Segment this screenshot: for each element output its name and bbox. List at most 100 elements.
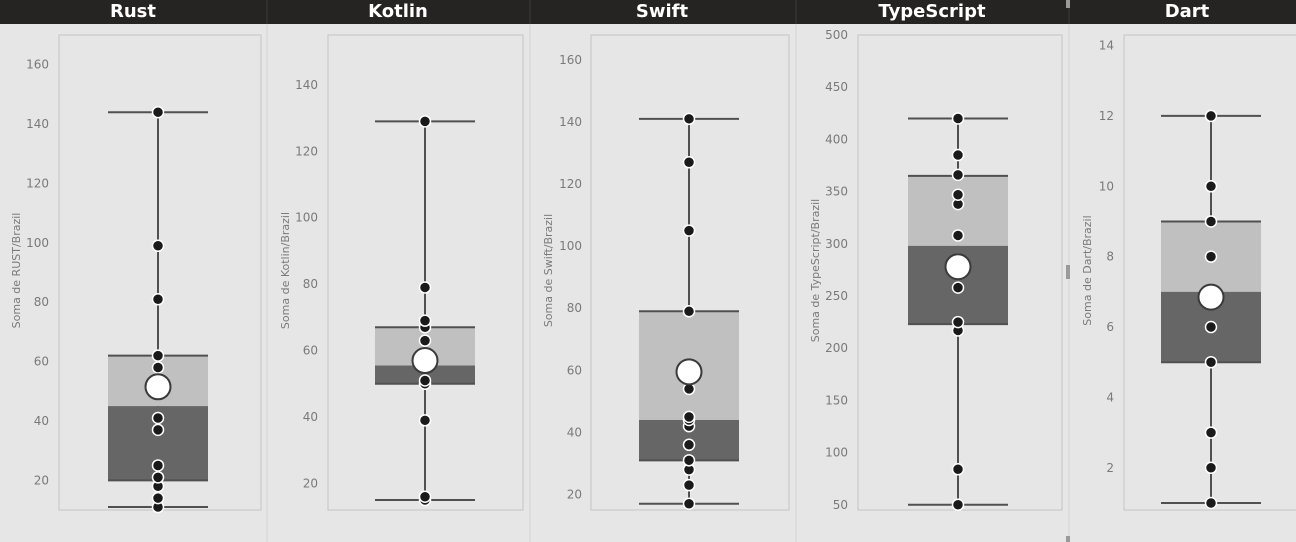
y-tick-label: 40 bbox=[303, 410, 318, 424]
panel-title: Rust bbox=[110, 1, 156, 22]
y-tick-label: 14 bbox=[1099, 39, 1114, 53]
header-bar bbox=[0, 0, 1296, 24]
data-point bbox=[682, 224, 696, 237]
y-tick-label: 60 bbox=[34, 355, 49, 369]
data-point bbox=[1204, 426, 1218, 439]
y-axis-title: Soma de Kotlin/Brazil bbox=[279, 212, 292, 329]
y-tick-label: 120 bbox=[26, 176, 49, 190]
y-tick-label: 12 bbox=[1099, 109, 1114, 123]
data-point bbox=[151, 423, 165, 437]
data-point bbox=[151, 105, 165, 119]
data-point bbox=[151, 349, 165, 362]
data-point bbox=[951, 315, 965, 329]
data-point bbox=[1204, 109, 1218, 123]
y-tick-label: 50 bbox=[833, 498, 848, 512]
y-tick-label: 100 bbox=[559, 239, 582, 253]
data-point bbox=[951, 229, 965, 242]
data-point bbox=[1204, 461, 1218, 475]
y-tick-label: 80 bbox=[303, 277, 318, 291]
y-tick-label: 100 bbox=[26, 236, 49, 250]
y-axis-title: Soma de RUST/Brazil bbox=[10, 213, 23, 329]
data-point bbox=[1204, 496, 1218, 510]
plot-area-border bbox=[1123, 34, 1296, 511]
y-tick-label: 40 bbox=[567, 425, 582, 439]
data-point bbox=[951, 168, 965, 182]
y-tick-label: 300 bbox=[825, 237, 848, 251]
y-tick-label: 10 bbox=[1099, 179, 1114, 193]
y-tick-label: 200 bbox=[825, 341, 848, 355]
data-point bbox=[1204, 320, 1218, 334]
data-point bbox=[1204, 250, 1218, 263]
y-tick-label: 20 bbox=[34, 473, 49, 487]
data-point bbox=[682, 305, 696, 318]
y-tick-label: 120 bbox=[295, 144, 318, 158]
data-point bbox=[151, 239, 165, 253]
y-tick-label: 80 bbox=[567, 301, 582, 315]
panel-title: TypeScript bbox=[878, 1, 986, 22]
y-tick-label: 160 bbox=[559, 53, 582, 67]
data-point bbox=[418, 414, 432, 427]
data-point bbox=[1204, 180, 1218, 193]
panel-title: Dart bbox=[1165, 1, 1210, 22]
data-point bbox=[1204, 215, 1218, 228]
y-tick-label: 250 bbox=[825, 289, 848, 303]
y-tick-label: 60 bbox=[567, 363, 582, 377]
data-point bbox=[682, 112, 696, 126]
data-point bbox=[418, 281, 432, 294]
y-tick-label: 350 bbox=[825, 185, 848, 199]
y-tick-label: 20 bbox=[567, 487, 582, 501]
data-point bbox=[951, 112, 965, 125]
y-tick-label: 140 bbox=[26, 117, 49, 131]
data-point bbox=[418, 115, 432, 128]
y-tick-label: 20 bbox=[303, 476, 318, 490]
y-tick-label: 60 bbox=[303, 344, 318, 358]
data-point bbox=[951, 188, 965, 201]
data-point bbox=[682, 156, 696, 169]
data-point bbox=[951, 148, 965, 162]
mean-marker bbox=[144, 373, 172, 401]
y-tick-label: 160 bbox=[26, 58, 49, 72]
y-tick-label: 100 bbox=[825, 446, 848, 460]
data-point bbox=[418, 490, 432, 503]
mean-marker bbox=[675, 358, 703, 386]
data-point bbox=[1204, 355, 1218, 369]
y-tick-label: 8 bbox=[1106, 250, 1114, 264]
y-tick-label: 2 bbox=[1106, 461, 1114, 475]
panel-title: Kotlin bbox=[368, 1, 428, 22]
data-point bbox=[951, 281, 965, 294]
y-axis-title: Soma de Swift/Brazil bbox=[542, 214, 555, 327]
y-tick-label: 500 bbox=[825, 28, 848, 42]
data-point bbox=[951, 498, 965, 512]
y-tick-label: 140 bbox=[295, 78, 318, 92]
scroll-handle-mid bbox=[1066, 265, 1070, 279]
y-tick-label: 40 bbox=[34, 414, 49, 428]
mean-marker bbox=[944, 253, 972, 281]
y-tick-label: 100 bbox=[295, 211, 318, 225]
data-point bbox=[151, 361, 165, 374]
data-point bbox=[151, 292, 165, 306]
data-point bbox=[951, 463, 965, 476]
data-point bbox=[151, 411, 165, 425]
panel-title: Swift bbox=[636, 1, 689, 22]
data-point bbox=[151, 471, 165, 484]
y-tick-label: 450 bbox=[825, 80, 848, 94]
data-point bbox=[682, 410, 696, 424]
y-tick-label: 140 bbox=[559, 115, 582, 129]
y-tick-label: 150 bbox=[825, 393, 848, 407]
data-point bbox=[682, 454, 696, 467]
scroll-handle-bottom bbox=[1066, 536, 1070, 542]
data-point bbox=[151, 491, 165, 505]
y-tick-label: 4 bbox=[1106, 390, 1114, 404]
plot-area-border bbox=[327, 34, 524, 511]
data-point bbox=[682, 497, 696, 511]
scroll-handle-top bbox=[1066, 0, 1070, 8]
data-point bbox=[418, 374, 432, 387]
plot-area-border bbox=[590, 34, 790, 511]
y-tick-label: 400 bbox=[825, 132, 848, 146]
data-point bbox=[682, 438, 696, 452]
data-point bbox=[418, 334, 432, 347]
data-point bbox=[682, 478, 696, 492]
mean-marker bbox=[1197, 283, 1225, 311]
